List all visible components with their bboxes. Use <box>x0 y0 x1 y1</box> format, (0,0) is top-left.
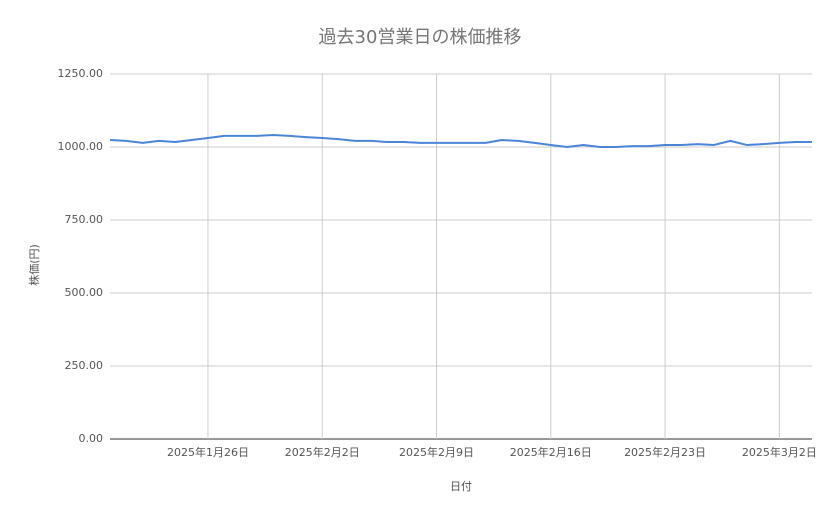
x-axis-label: 日付 <box>450 480 472 493</box>
y-tick-label: 250.00 <box>65 359 104 372</box>
y-tick-label: 500.00 <box>65 286 104 299</box>
y-tick-label: 750.00 <box>65 213 104 226</box>
x-tick-label: 2025年2月9日 <box>399 445 474 459</box>
x-tick-label: 2025年2月23日 <box>624 445 706 459</box>
y-tick-label: 0.00 <box>79 432 104 445</box>
chart-title: 過去30営業日の株価推移 <box>319 27 522 48</box>
y-tick-label: 1000.00 <box>58 140 104 153</box>
x-tick-label: 2025年1月26日 <box>167 445 249 459</box>
x-tick-label: 2025年2月16日 <box>510 445 592 459</box>
y-tick-label: 1250.00 <box>58 67 104 80</box>
x-tick-label: 2025年3月2日 <box>742 445 817 459</box>
x-tick-label: 2025年2月2日 <box>285 445 360 459</box>
data-line <box>109 134 812 148</box>
y-axis-label: 株価(円) <box>27 244 41 286</box>
